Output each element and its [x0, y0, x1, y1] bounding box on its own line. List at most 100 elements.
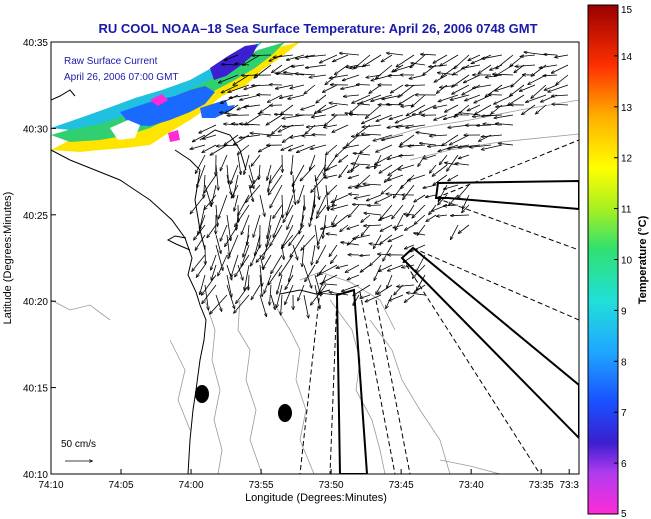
current-vector: [241, 244, 250, 266]
current-vector: [266, 114, 283, 125]
current-vector: [408, 174, 426, 181]
current-vector: [243, 54, 261, 65]
current-vector: [424, 154, 437, 159]
current-vector: [304, 194, 305, 210]
current-vector: [399, 155, 415, 156]
current-vector: [374, 264, 382, 280]
colorbar-tick-label: 5: [621, 509, 627, 519]
current-vector: [275, 114, 294, 115]
current-vector: [270, 224, 283, 246]
current-vector: [462, 204, 470, 212]
current-vector: [192, 254, 206, 271]
current-vector: [367, 194, 382, 201]
current-vector: [454, 54, 470, 69]
current-vector: [330, 103, 349, 106]
colorbar-tick-label: 10: [621, 256, 633, 267]
current-vector: [453, 64, 470, 75]
current-vector: [234, 294, 250, 313]
current-vector: [376, 114, 393, 121]
current-vector: [316, 204, 327, 218]
current-vector: [298, 184, 305, 203]
colorbar-tick-label: 13: [621, 103, 633, 114]
current-vector: [336, 264, 349, 268]
current-vector: [458, 184, 470, 198]
current-vector: [290, 234, 305, 257]
current-vector: [327, 184, 338, 195]
x-tick-label: 73:50: [319, 480, 344, 491]
current-vector: [445, 104, 459, 112]
current-vector: [215, 164, 218, 190]
current-vector: [281, 104, 294, 114]
current-vector: [456, 163, 470, 166]
current-vector: [226, 274, 232, 297]
current-vector: [289, 144, 305, 151]
current-vector: [220, 112, 239, 116]
current-vector: [282, 234, 294, 248]
current-label: Raw Surface Current: [64, 56, 158, 67]
current-vector: [365, 294, 382, 302]
current-vector: [224, 124, 239, 125]
current-vector: [333, 214, 349, 227]
x-axis: 74:10 74:05 74:00 73:55 73:50 73:45 73:40 73:35…: [38, 469, 579, 491]
current-vector: [475, 104, 492, 114]
site-marker: [195, 385, 209, 403]
current-vector: [417, 224, 426, 235]
current-vector: [230, 94, 250, 98]
current-vector: [272, 124, 283, 134]
current-vector: [238, 144, 250, 154]
current-vector: [256, 244, 272, 262]
current-vector: [348, 274, 360, 280]
current-vector: [320, 54, 338, 63]
current-vector: [320, 284, 338, 285]
current-vector: [259, 274, 262, 296]
current-vector: [380, 234, 393, 244]
x-tick-label: 74:00: [179, 480, 204, 491]
current-vector: [420, 143, 437, 146]
current-vector: [362, 224, 371, 236]
current-vector: [236, 284, 250, 303]
current-vector: [451, 94, 470, 100]
current-vector: [285, 284, 294, 304]
current-vector: [376, 64, 393, 78]
current-vector: [417, 274, 426, 290]
current-vector: [391, 84, 404, 93]
current-vector: [248, 274, 249, 290]
current-vector: [440, 54, 459, 66]
current-vector: [361, 264, 371, 272]
current-vector: [379, 214, 393, 220]
current-vector: [323, 214, 327, 238]
current-vector: [478, 64, 492, 73]
current-vector: [304, 84, 316, 94]
current-vector: [226, 174, 231, 194]
current-vector: [288, 94, 305, 99]
current-vector: [482, 54, 503, 59]
current-vector: [462, 64, 481, 68]
current-vector: [267, 164, 272, 180]
current-vector: [237, 264, 243, 280]
current-vector: [207, 224, 217, 238]
current-vector: [204, 184, 211, 206]
current-vector: [195, 234, 206, 250]
current-vector: [407, 104, 426, 116]
scale-label: 50 cm/s: [61, 439, 96, 450]
current-vector: [282, 194, 283, 218]
current-vector: [211, 254, 217, 270]
current-vector: [318, 104, 338, 112]
current-vector: [198, 214, 206, 235]
current-vector: [390, 114, 404, 119]
current-vector: [277, 284, 283, 307]
current-vector: [434, 104, 448, 108]
current-vector: [354, 54, 371, 69]
current-vector: [218, 254, 228, 276]
current-vector: [354, 153, 371, 156]
current-vector: [234, 194, 239, 211]
colorbar-tick-label: 9: [621, 306, 627, 317]
current-vector: [379, 264, 393, 271]
current-vector: [349, 194, 360, 195]
current-vector: [333, 54, 349, 62]
current-vector: [430, 164, 437, 173]
current-vector: [555, 54, 569, 57]
current-vector: [520, 84, 536, 91]
current-vector: [270, 284, 272, 305]
x-tick-label: 73:35: [529, 480, 554, 491]
